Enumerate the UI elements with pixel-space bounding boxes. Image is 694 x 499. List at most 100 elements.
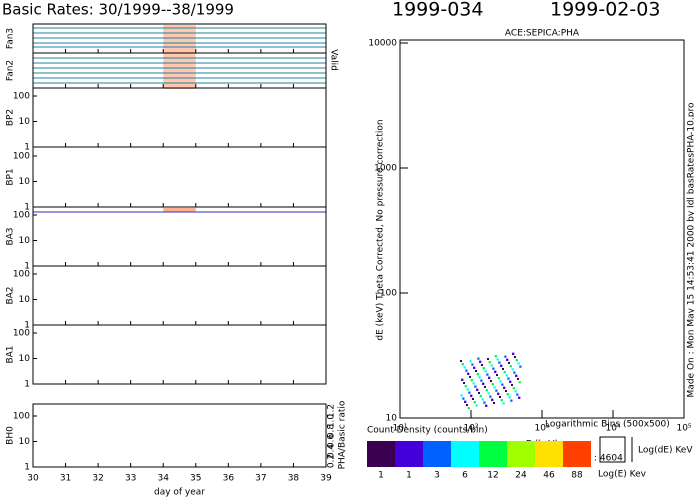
legend-label: 24	[515, 471, 527, 481]
dot	[519, 365, 522, 368]
box-y: Log(dE) KeV	[638, 446, 693, 456]
ratio-tick: 1.0	[327, 414, 337, 429]
dot	[517, 362, 520, 365]
dot	[469, 360, 472, 363]
dot	[491, 383, 494, 386]
dot	[497, 377, 500, 380]
legend-swatch	[535, 441, 563, 467]
dot	[499, 380, 502, 383]
legend-title: Count Density (counts/bin)	[367, 426, 488, 436]
box-x: Log(E) Kev	[598, 470, 647, 480]
x-tick-label: 37	[255, 474, 266, 484]
dot	[515, 374, 518, 377]
y-tick-label: 1	[24, 143, 30, 153]
dot	[495, 389, 498, 392]
dot	[486, 373, 489, 376]
x-tick-label: 31	[60, 474, 71, 484]
dot	[510, 399, 513, 402]
legend-label: 1	[406, 471, 412, 481]
x-tick-label: 35	[190, 474, 201, 484]
made: Made On : Mon May 15 14:53:41 2000 by Id…	[687, 102, 694, 397]
dot	[496, 358, 499, 361]
date: 1999-02-03	[550, 0, 660, 21]
dot	[473, 401, 476, 404]
dot	[474, 385, 477, 388]
dot	[482, 382, 485, 385]
dot	[477, 357, 480, 360]
dot	[484, 370, 487, 373]
dot	[490, 380, 492, 382]
ratio-tick: 0.4	[327, 444, 337, 459]
legend-label: 88	[571, 471, 583, 481]
y-tick-label: 1	[24, 380, 30, 390]
y-tick-label: 10	[19, 437, 31, 447]
panel-label: BP2	[6, 109, 16, 126]
dot	[469, 376, 471, 378]
dot	[506, 393, 509, 396]
dot	[473, 366, 476, 369]
legend-swatch	[423, 441, 451, 467]
x-tick-label: 33	[125, 474, 136, 484]
dot	[465, 369, 468, 372]
y-tick-label: 10	[19, 354, 31, 364]
legend-label: 3	[434, 471, 440, 481]
x-tick-label: 39	[320, 474, 332, 484]
dot	[481, 398, 484, 401]
legend-label: 46	[543, 471, 555, 481]
dot	[482, 367, 485, 370]
dot	[505, 390, 507, 392]
dot	[504, 355, 507, 358]
y-tick-label: 100	[380, 289, 397, 299]
dot	[461, 378, 464, 381]
x-tick-label: 10⁵	[676, 424, 691, 434]
y-tick-label: 1	[24, 321, 30, 331]
legend-label: 6	[462, 471, 468, 481]
legend-swatch	[507, 441, 535, 467]
dot	[471, 363, 474, 366]
dot	[502, 402, 505, 405]
legend-swatch	[479, 441, 507, 467]
dot	[483, 401, 486, 404]
dot	[497, 392, 500, 395]
dot	[475, 404, 478, 407]
legend-swatch	[563, 441, 591, 467]
y-tick-label: 1	[24, 203, 30, 213]
dot	[479, 395, 482, 398]
dot	[466, 388, 469, 391]
dot	[507, 377, 510, 380]
dot	[472, 398, 474, 400]
x-tick-label: 10¹	[392, 424, 407, 434]
ratio-tick: 0.8	[327, 424, 337, 439]
ratio-tick: 0.6	[327, 434, 337, 449]
legend-swatch	[367, 441, 395, 467]
dot	[503, 371, 506, 374]
y-tick-label: 10	[386, 414, 398, 424]
dot	[476, 388, 479, 391]
dot	[505, 374, 508, 377]
dot	[500, 399, 503, 402]
y-tick-label: 100	[13, 92, 30, 102]
dot	[466, 404, 468, 406]
dot	[464, 385, 467, 388]
shade	[163, 25, 196, 89]
dot	[506, 358, 509, 361]
dot	[463, 382, 465, 384]
dot	[479, 360, 482, 363]
dot	[502, 368, 504, 370]
y-tick-label: 100	[13, 152, 30, 162]
panel	[32, 403, 327, 468]
plot-title: ACE:SEPICA:PHA	[505, 29, 580, 39]
legend-swatch	[451, 441, 479, 467]
ratio-tick: 0.2	[327, 454, 337, 468]
panel-label: BP1	[6, 168, 16, 185]
x-tick-label: 38	[288, 474, 300, 484]
panel-label: BA3	[6, 227, 16, 245]
panel	[32, 324, 327, 385]
dot	[485, 389, 488, 392]
dot	[488, 376, 491, 379]
y-tick-label: 100	[13, 412, 30, 422]
y-tick-label: 10	[19, 295, 31, 305]
panel-label: Fan3	[6, 28, 16, 49]
y-tick-label: 10	[19, 236, 31, 246]
panel-label: BA1	[6, 345, 16, 363]
